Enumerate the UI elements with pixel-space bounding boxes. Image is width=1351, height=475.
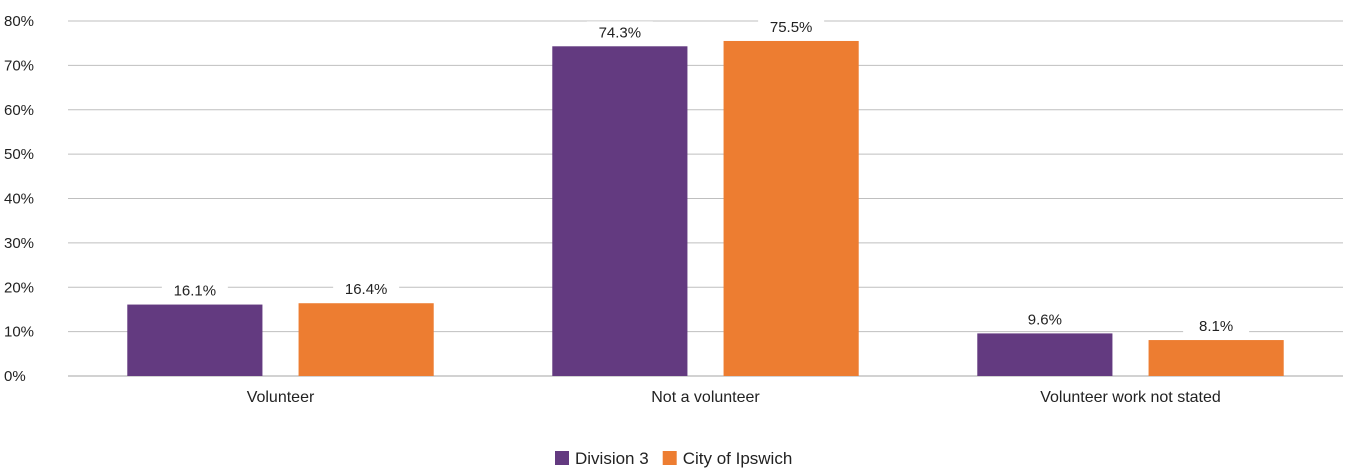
y-tick-label: 30%: [4, 235, 34, 252]
data-labels: 16.1% 16.4% 74.3% 75.5% 9.6% 8.1%: [161, 15, 1250, 338]
data-label-background: [586, 21, 653, 44]
data-label-background: [758, 15, 825, 38]
y-tick-label: 20%: [4, 279, 34, 296]
axes: 0% 10% 20% 30% 40% 50% 60% 70% 80% Volunteer Not a…: [4, 13, 1221, 406]
data-label: 16.4%: [345, 281, 388, 298]
legend: Division 3 City of Ipswich: [555, 449, 792, 468]
y-tick-label: 10%: [4, 324, 34, 341]
legend-swatch: [555, 451, 569, 465]
data-label: 16.1%: [174, 283, 217, 300]
y-tick-label: 70%: [4, 57, 34, 74]
y-tick-label: 60%: [4, 102, 34, 119]
data-label-background: [1011, 308, 1078, 331]
y-tick-label: 50%: [4, 146, 34, 163]
gridlines: [68, 20, 1343, 377]
bar: [977, 333, 1113, 376]
y-tick-label: 80%: [4, 13, 34, 30]
bar: [723, 40, 859, 376]
bars: [127, 40, 1284, 376]
data-label: 75.5%: [770, 19, 813, 36]
data-label: 8.1%: [1199, 318, 1233, 335]
bar: [1148, 340, 1284, 376]
legend-swatch: [662, 451, 677, 465]
data-label-background: [333, 278, 400, 301]
legend-label: Division 3: [575, 449, 649, 468]
bar: [298, 303, 434, 376]
data-label: 74.3%: [599, 24, 642, 41]
x-tick-label: Volunteer: [247, 389, 315, 406]
legend-label: City of Ipswich: [683, 449, 793, 468]
bar: [127, 304, 263, 376]
data-label: 9.6%: [1028, 311, 1062, 328]
bar: [552, 46, 688, 376]
x-tick-label: Volunteer work not stated: [1040, 389, 1221, 406]
y-tick-label: 40%: [4, 191, 34, 208]
data-label-background: [1183, 315, 1250, 338]
y-tick-label: 0%: [4, 368, 26, 385]
data-label-background: [161, 279, 228, 302]
x-tick-label: Not a volunteer: [651, 389, 760, 406]
